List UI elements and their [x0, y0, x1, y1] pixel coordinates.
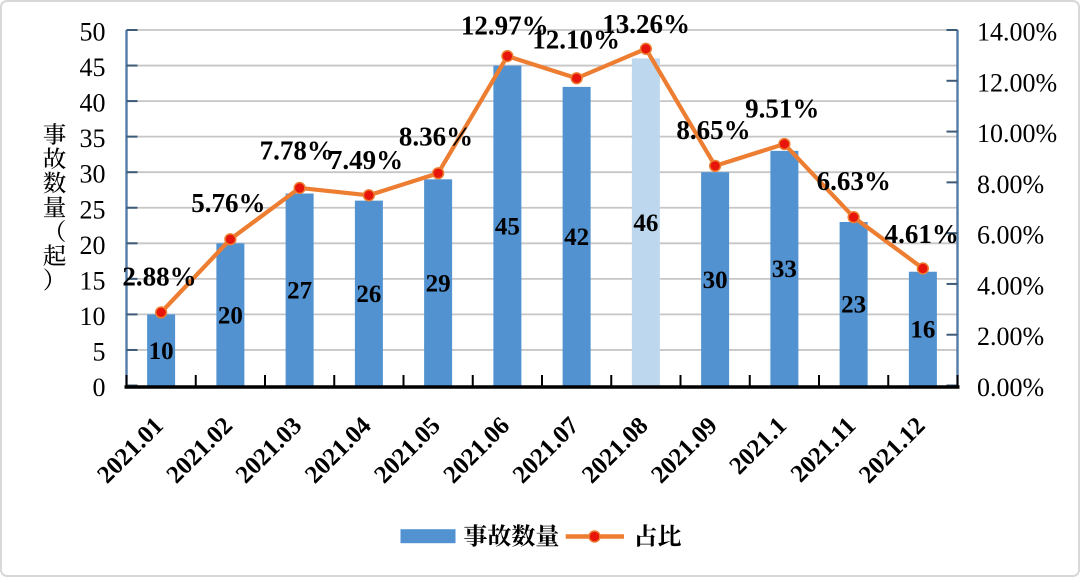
- svg-text:27: 27: [287, 278, 312, 305]
- svg-text:12.00%: 12.00%: [977, 68, 1057, 97]
- svg-text:10.00%: 10.00%: [977, 119, 1057, 148]
- svg-text:45: 45: [495, 214, 520, 241]
- svg-text:4.61%: 4.61%: [885, 219, 959, 249]
- svg-text:2.00%: 2.00%: [977, 322, 1044, 351]
- svg-text:8.36%: 8.36%: [399, 122, 473, 152]
- svg-text:6.63%: 6.63%: [817, 166, 891, 196]
- svg-text:14.00%: 14.00%: [977, 18, 1057, 47]
- svg-text:5.76%: 5.76%: [191, 188, 265, 218]
- svg-text:10: 10: [80, 302, 106, 331]
- svg-text:35: 35: [80, 124, 106, 153]
- svg-text:6.00%: 6.00%: [977, 221, 1044, 250]
- svg-text:20: 20: [80, 231, 106, 260]
- svg-text:15: 15: [80, 266, 106, 295]
- svg-text:0: 0: [93, 373, 106, 402]
- svg-text:7.49%: 7.49%: [329, 145, 403, 175]
- svg-text:33: 33: [772, 256, 797, 283]
- svg-text:25: 25: [80, 195, 106, 224]
- svg-text:40: 40: [80, 89, 106, 118]
- svg-text:45: 45: [80, 53, 106, 82]
- svg-text:12.97%: 12.97%: [461, 10, 549, 40]
- svg-text:7.78%: 7.78%: [260, 136, 334, 166]
- svg-text:23: 23: [841, 292, 866, 319]
- svg-text:29: 29: [426, 270, 451, 297]
- svg-text:30: 30: [80, 160, 106, 189]
- svg-text:12.10%: 12.10%: [532, 25, 620, 55]
- svg-text:50: 50: [80, 18, 106, 47]
- svg-text:10: 10: [149, 338, 174, 365]
- svg-text:46: 46: [633, 210, 658, 237]
- svg-text:20: 20: [218, 302, 243, 329]
- svg-text:30: 30: [703, 267, 728, 294]
- svg-text:8.65%: 8.65%: [676, 115, 750, 145]
- svg-text:13.26%: 13.26%: [602, 9, 690, 39]
- svg-text:2.88%: 2.88%: [122, 262, 196, 292]
- svg-text:5: 5: [93, 337, 106, 366]
- svg-text:9.51%: 9.51%: [745, 94, 819, 124]
- svg-text:4.00%: 4.00%: [977, 271, 1044, 300]
- svg-text:0.00%: 0.00%: [977, 373, 1044, 402]
- svg-text:16: 16: [910, 317, 935, 344]
- svg-text:8.00%: 8.00%: [977, 170, 1044, 199]
- svg-text:26: 26: [356, 281, 381, 308]
- svg-text:42: 42: [564, 224, 589, 251]
